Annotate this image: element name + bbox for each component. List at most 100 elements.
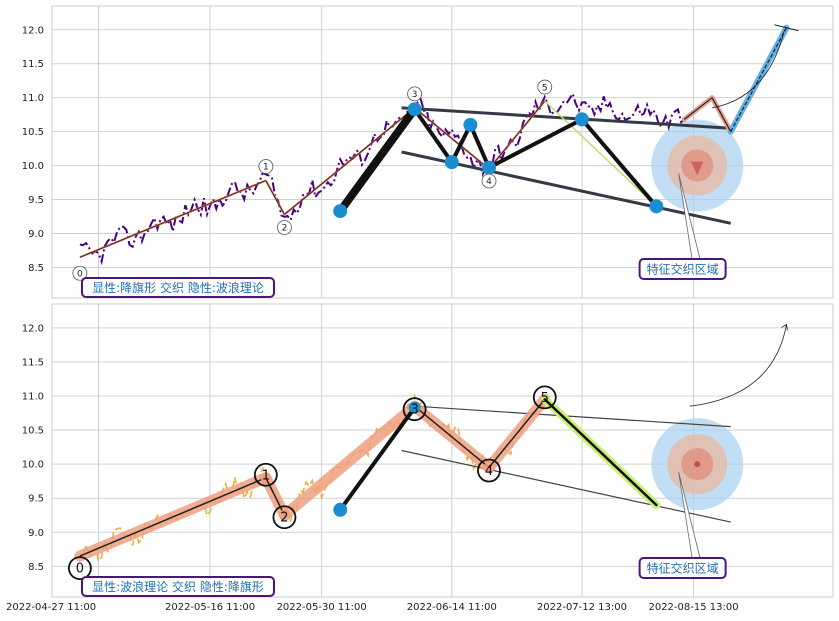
wave-label-circle	[532, 385, 557, 410]
flag-segment	[338, 405, 417, 512]
wave-label: 5	[542, 83, 548, 93]
y-tick-label: 9.0	[28, 229, 44, 240]
flag-point-marker	[481, 160, 496, 175]
wave-segment	[265, 477, 286, 516]
wave-label-circle	[253, 462, 278, 487]
flag-segment	[579, 117, 659, 209]
channel-upper	[414, 405, 731, 428]
y-tick-label: 9.5	[28, 494, 44, 505]
projection-line	[683, 97, 713, 120]
wave-tail	[544, 100, 657, 207]
y-tick-label: 9.0	[28, 528, 44, 539]
pattern-label-box	[81, 277, 275, 298]
wave-segment	[79, 477, 267, 557]
x-tick-label: 2022-08-15 13:00	[648, 602, 738, 613]
projection-curve	[712, 29, 785, 109]
flag-point-marker	[407, 102, 422, 117]
projection-line	[711, 97, 732, 132]
forecast-arrowhead	[781, 323, 788, 331]
price-line	[79, 91, 685, 266]
flag-point-marker	[649, 199, 664, 214]
bottom-panel: 8.5 9.0 9.5 10.0 10.5 11.0 11.5 12.0 0 1 2 3 4 5 特征交织区…	[22, 303, 834, 598]
wave-label: 2	[280, 511, 288, 526]
y-tick-label: 8.5	[28, 562, 44, 573]
wave-label-circle	[407, 86, 423, 102]
wave-label-circle	[67, 556, 92, 581]
forecast-curve	[689, 324, 787, 407]
x-axis: 2022-04-27 11:00 2022-05-16 11:00 2022-05-…	[6, 602, 739, 613]
x-tick-label: 2022-04-27 11:00	[6, 602, 96, 613]
wave-label: 3	[412, 90, 418, 100]
wave-segment-bg	[278, 400, 421, 521]
y-tick-label: 11.5	[22, 357, 44, 368]
x-tick-label: 2022-07-12 13:00	[537, 602, 627, 613]
y-tick-label: 10.5	[22, 426, 44, 437]
wave-label-circle	[481, 173, 497, 189]
y-tick-label: 9.5	[28, 195, 44, 206]
wave-label: 2	[282, 224, 288, 234]
wave-segment	[488, 100, 546, 170]
y-tick-label: 11.0	[22, 391, 44, 402]
wave-label: 4	[486, 177, 492, 187]
flag-segment	[336, 105, 419, 216]
wave-label-circle	[272, 505, 297, 530]
flag-segment	[412, 107, 454, 165]
y-tick-label: 12.0	[22, 25, 44, 36]
wave-label-circle	[277, 220, 292, 235]
y-tick-label: 10.0	[22, 460, 44, 471]
y-tick-label: 8.5	[28, 263, 44, 274]
y-tick-label: 10.5	[22, 127, 44, 138]
wave-segment	[414, 405, 490, 469]
top-panel: 8.5 9.0 9.5 10.0 10.5 11.0 11.5 12.0 0 1 2 3 4 5 特征交织区…	[22, 5, 834, 299]
callout-box	[638, 258, 727, 280]
price-line	[79, 392, 546, 563]
wave-label-circle	[72, 265, 88, 281]
projection-end-cap	[774, 24, 799, 32]
y-tick-label: 11.0	[22, 93, 44, 104]
wave-label: 1	[263, 163, 269, 173]
wave-label: 0	[76, 562, 84, 577]
zone-marker	[694, 461, 701, 468]
wave-segment	[284, 107, 415, 215]
wave-segment	[414, 107, 490, 170]
channel-lower	[401, 449, 731, 523]
x-tick-label: 2022-06-14 11:00	[407, 602, 497, 613]
wave-label-circle	[402, 397, 427, 422]
wave-label: 1	[262, 468, 270, 483]
flag-point-marker	[463, 117, 478, 132]
wave-segment	[265, 180, 285, 215]
flag-point-marker	[333, 502, 348, 517]
wave-label: 0	[77, 269, 83, 279]
flag-point-marker	[444, 155, 459, 170]
y-tick-label: 11.5	[22, 59, 44, 70]
wave-segment	[79, 180, 266, 258]
wave-label-circle	[258, 159, 274, 174]
callout-box	[638, 557, 727, 579]
flag-point-marker	[408, 401, 421, 414]
flag-segment	[468, 122, 491, 170]
zone-marker	[691, 161, 704, 176]
callout-label: 特征交织区域	[647, 561, 719, 576]
channel-upper	[401, 106, 731, 130]
flag-segment	[486, 117, 584, 170]
wave-segment	[488, 398, 546, 469]
wave-label: 3	[410, 403, 418, 418]
wave-label-circle	[537, 79, 553, 95]
wave-label: 5	[541, 391, 549, 406]
flag-point-marker	[333, 204, 348, 219]
pattern-label: 显性:波浪理论 交织 隐性:降旗形	[92, 579, 264, 594]
wave-label: 4	[485, 464, 493, 479]
callout-label: 特征交织区域	[647, 262, 719, 277]
x-tick-label: 2022-05-30 11:00	[277, 602, 367, 613]
flag-point-marker	[574, 112, 589, 127]
pattern-label-box	[81, 576, 275, 597]
pattern-label: 显性:降旗形 交织 隐性:波浪理论	[92, 280, 264, 295]
y-tick-label: 10.0	[22, 161, 44, 172]
flag-segment	[543, 398, 658, 507]
x-tick-label: 2022-05-16 11:00	[165, 602, 255, 613]
projection-line	[730, 27, 788, 132]
wave-label-circle	[477, 458, 501, 483]
y-tick-label: 12.0	[22, 323, 44, 334]
